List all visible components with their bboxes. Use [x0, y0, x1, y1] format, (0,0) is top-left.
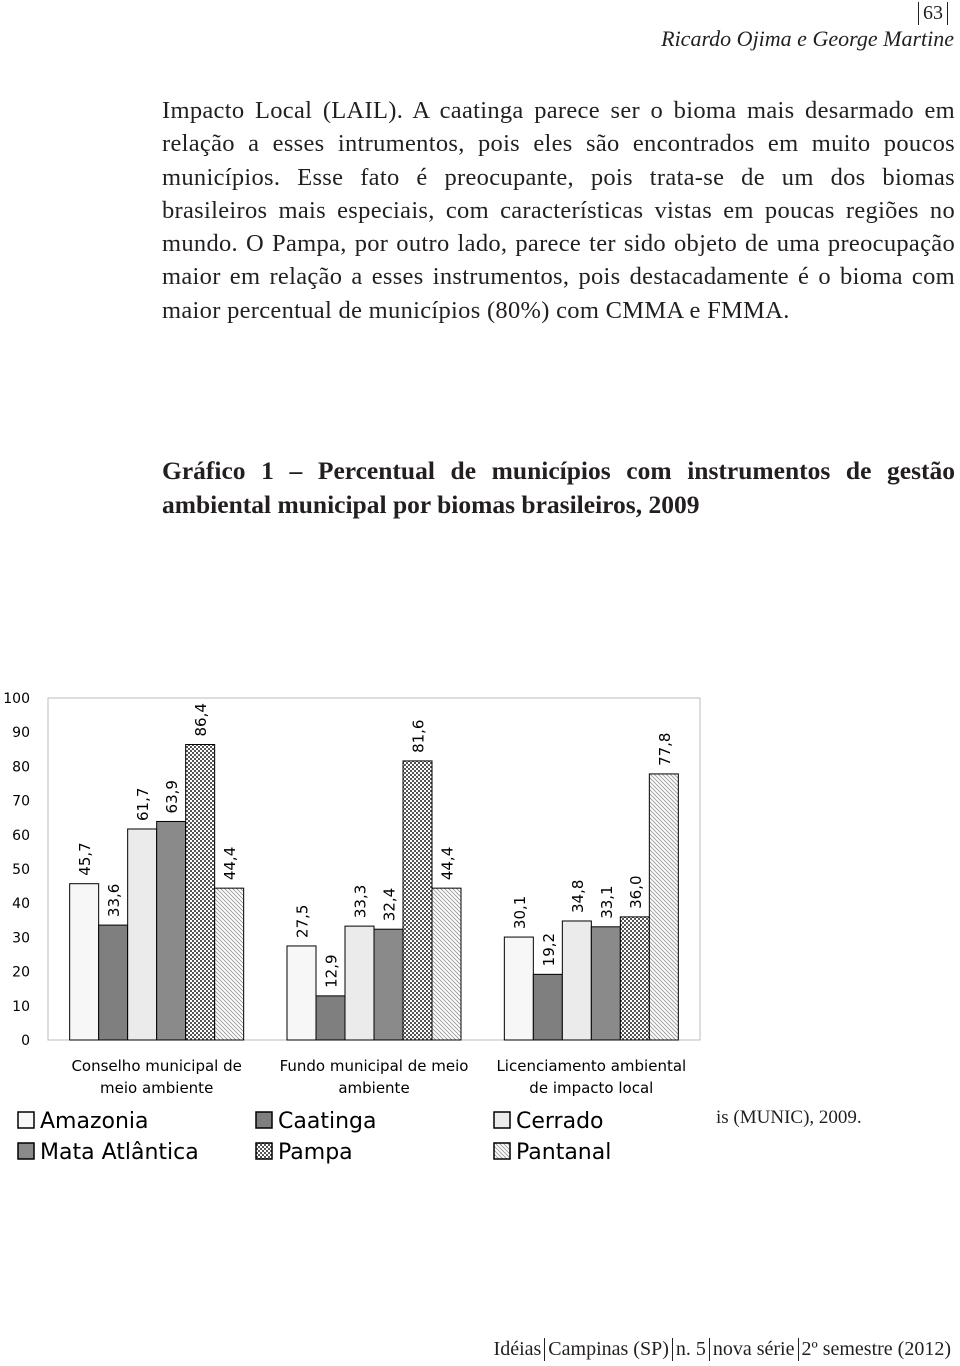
data-label: 33,3 — [352, 885, 370, 918]
data-label: 86,4 — [192, 703, 210, 736]
data-label: 81,6 — [410, 720, 428, 753]
y-tick-label: 50 — [12, 862, 30, 878]
footer-item: n. 5 — [671, 1338, 709, 1361]
legend-label: Pampa — [278, 1140, 353, 1165]
bar — [373, 928, 404, 1041]
legend-label: Mata Atlântica — [40, 1140, 199, 1165]
y-tick-label: 100 — [3, 691, 30, 707]
bar — [315, 995, 346, 1041]
x-tick-label: Fundo municipal de meio ambiente — [279, 1057, 469, 1097]
data-label: 77,8 — [656, 733, 674, 766]
y-tick-label: 90 — [12, 725, 30, 741]
bar — [503, 936, 534, 1041]
data-label: 45,7 — [76, 842, 94, 875]
bar — [69, 883, 100, 1041]
page-number: 63 — [918, 2, 948, 25]
data-label: 33,6 — [105, 884, 123, 917]
footer-item: nova série — [708, 1338, 798, 1361]
bar — [185, 744, 216, 1041]
data-label: 33,1 — [598, 885, 616, 918]
legend-label: Cerrado — [516, 1109, 604, 1134]
bar — [286, 945, 317, 1041]
legend-label: Amazonia — [40, 1109, 149, 1134]
footer: Idéias Campinas (SP) n. 5 nova série 2º seme… — [491, 1338, 954, 1361]
bar — [98, 924, 129, 1041]
bar — [402, 760, 433, 1041]
legend-swatch — [255, 1142, 273, 1160]
bar — [648, 773, 679, 1041]
legend-label: Pantanal — [516, 1140, 611, 1165]
y-tick-label: 80 — [12, 759, 30, 775]
y-tick-label: 30 — [12, 930, 30, 946]
data-label: 32,4 — [381, 888, 399, 921]
bar — [532, 973, 563, 1041]
bar — [619, 916, 650, 1041]
bar — [344, 925, 375, 1041]
data-label: 34,8 — [569, 880, 587, 913]
data-label: 44,4 — [439, 847, 457, 880]
legend-swatch — [17, 1142, 35, 1160]
data-label: 63,9 — [163, 780, 181, 813]
figure-caption: Gráfico 1 – Percentual de municípios com… — [162, 456, 955, 519]
data-label: 44,4 — [221, 847, 239, 880]
bar — [156, 820, 187, 1041]
legend-swatch — [493, 1142, 511, 1160]
y-tick-label: 40 — [12, 896, 30, 912]
y-tick-label: 70 — [12, 794, 30, 810]
legend-swatch — [493, 1111, 511, 1129]
data-label: 36,0 — [627, 875, 645, 908]
footer-item: Idéias — [493, 1338, 542, 1360]
bar — [431, 887, 462, 1041]
x-tick-label: Conselho municipal de meio ambiente — [71, 1057, 242, 1097]
y-tick-label: 20 — [12, 965, 30, 981]
legend-swatch — [17, 1111, 35, 1129]
bar — [590, 926, 621, 1041]
bar — [214, 887, 245, 1041]
y-tick-label: 0 — [21, 1033, 30, 1049]
footer-item: 2º semestre (2012) — [797, 1338, 955, 1361]
legend-swatch — [255, 1111, 273, 1129]
paragraph: Impacto Local (LAIL). A caatinga parece … — [162, 97, 955, 324]
chart: 0 10 20 30 40 50 60 70 80 90 100 45,7 33,6 61,7 63,9 86… — [3, 691, 701, 1165]
source-note: is (MUNIC), 2009. — [716, 1107, 862, 1128]
running-header: Ricardo Ojima e George Martine — [661, 26, 954, 51]
bar — [127, 828, 158, 1041]
legend-label: Caatinga — [278, 1109, 376, 1134]
data-label: 61,7 — [134, 788, 152, 821]
y-tick-label: 60 — [12, 828, 30, 844]
data-label: 27,5 — [294, 905, 312, 938]
data-label: 30,1 — [511, 896, 529, 929]
data-label: 12,9 — [323, 954, 341, 987]
data-label: 19,2 — [540, 933, 558, 966]
bar — [561, 920, 592, 1041]
footer-item: Campinas (SP) — [544, 1338, 672, 1361]
x-tick-label: Licenciamento ambiental de impacto local — [496, 1057, 687, 1097]
y-tick-label: 10 — [12, 999, 30, 1015]
